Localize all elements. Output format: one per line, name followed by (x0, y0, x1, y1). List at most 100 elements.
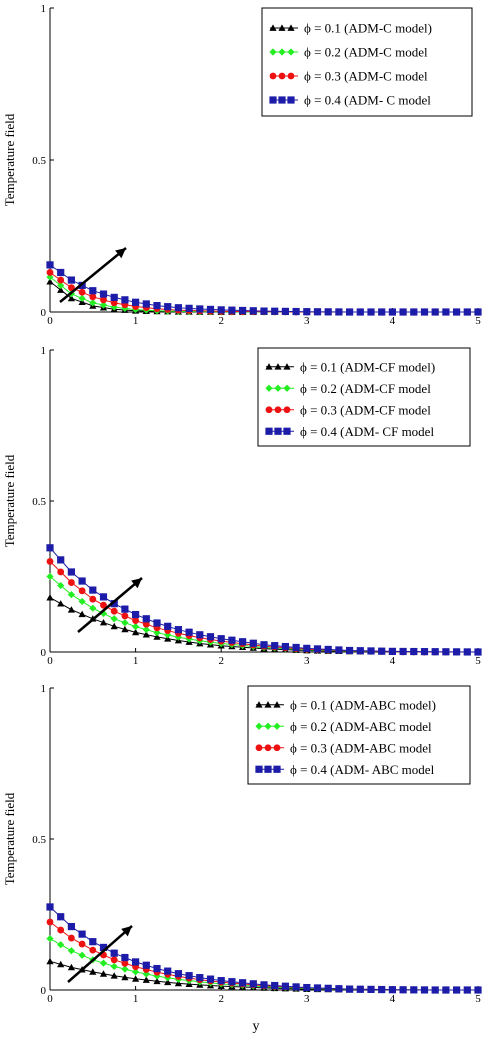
trend-arrow-shaft (67, 925, 133, 983)
data-point (206, 975, 215, 983)
legend-swatch-marker (274, 406, 282, 414)
data-point (78, 951, 86, 959)
data-point (431, 648, 439, 656)
data-point (67, 922, 75, 931)
data-point (67, 568, 75, 576)
data-point (164, 631, 172, 639)
data-point (67, 591, 75, 599)
data-point (174, 633, 182, 641)
data-point (46, 273, 54, 281)
x-tick-label: 3 (304, 993, 310, 1005)
data-point (292, 983, 300, 991)
data-point (89, 293, 97, 301)
legend-swatch-marker (278, 24, 286, 31)
data-point (217, 977, 225, 985)
data-point (142, 626, 150, 634)
data-point (78, 597, 86, 606)
y-axis-label: Temperature field (2, 454, 17, 547)
data-point (164, 622, 172, 630)
data-point (99, 618, 108, 626)
data-point (281, 642, 289, 651)
legend-entry-3: ϕ = 0.3 (ADM-C model (269, 69, 428, 84)
data-point (281, 982, 289, 990)
data-point (399, 308, 407, 316)
data-point (474, 648, 482, 656)
legend-swatch-marker (273, 744, 281, 752)
data-point (463, 986, 471, 994)
data-point (442, 308, 450, 316)
data-point (78, 930, 86, 938)
legend-swatch-marker (264, 744, 272, 752)
legend-entry-1: ϕ = 0.1 (ADM-C model) (269, 21, 432, 36)
data-point (99, 290, 108, 298)
legend-label: ϕ = 0.1 (ADM-ABC model) (290, 697, 436, 712)
data-point (46, 269, 54, 276)
data-point (153, 619, 161, 627)
data-point (388, 986, 396, 994)
data-point (313, 645, 322, 653)
data-point (100, 296, 107, 304)
x-tick-label: 3 (304, 655, 310, 667)
data-point (463, 648, 471, 656)
data-point (281, 307, 289, 315)
series-4 (46, 544, 482, 656)
data-point (57, 286, 65, 293)
legend-swatch-marker (283, 406, 291, 414)
data-point (99, 959, 108, 967)
legend-swatch-marker (274, 384, 282, 392)
legend-swatch-marker (287, 48, 295, 56)
legend-swatch-marker (264, 701, 272, 708)
data-point (132, 298, 140, 306)
data-point (399, 986, 407, 994)
data-point (228, 978, 236, 986)
legend-label: ϕ = 0.3 (ADM-ABC model (290, 740, 432, 755)
data-point (249, 639, 257, 647)
data-point (78, 940, 86, 948)
data-point (121, 605, 129, 613)
data-point (292, 643, 300, 652)
data-point (346, 308, 354, 316)
chart-panel-1: 0 1 2 3 4 5 0 0.5 1 Temperature field ϕ = 0.1 (ADM… (2, 3, 482, 327)
data-point (153, 633, 161, 640)
data-point (67, 963, 75, 971)
legend-swatch-marker (278, 96, 286, 104)
data-point (121, 619, 129, 627)
data-point (335, 985, 343, 993)
data-point (121, 953, 129, 962)
data-point (110, 956, 118, 964)
data-point (367, 985, 375, 993)
series-4 (46, 903, 482, 994)
data-point (89, 968, 97, 975)
data-point (67, 947, 75, 955)
data-point (356, 647, 364, 655)
legend: ϕ = 0.1 (ADM-ABC model) ϕ = 0.2 (ADM-ABC … (247, 685, 471, 785)
trend-arrow-shaft (77, 577, 143, 633)
y-tick-label: 0 (41, 647, 47, 659)
data-point (217, 306, 225, 314)
legend-swatch-marker (273, 765, 281, 773)
data-point (185, 628, 193, 636)
data-point (46, 957, 54, 965)
data-point (121, 625, 129, 633)
trend-arrow-head (121, 926, 132, 937)
data-point (78, 294, 86, 302)
data-point (121, 973, 129, 981)
data-point (228, 636, 236, 644)
y-axis-label: Temperature field (2, 792, 17, 885)
data-point (110, 949, 118, 957)
data-point (110, 972, 118, 979)
data-point (271, 642, 279, 650)
data-point (367, 308, 375, 316)
data-point (410, 308, 418, 316)
data-point (67, 934, 75, 942)
data-point (121, 965, 129, 973)
legend-swatch-marker (283, 363, 291, 370)
legend-swatch-marker (287, 72, 295, 80)
legend-label: ϕ = 0.2 (ADM-CF model (300, 381, 431, 396)
legend-swatch-marker (278, 72, 286, 80)
data-point (110, 615, 118, 623)
data-point (313, 984, 322, 992)
data-point (142, 631, 150, 638)
legend-swatch-marker (283, 384, 291, 392)
